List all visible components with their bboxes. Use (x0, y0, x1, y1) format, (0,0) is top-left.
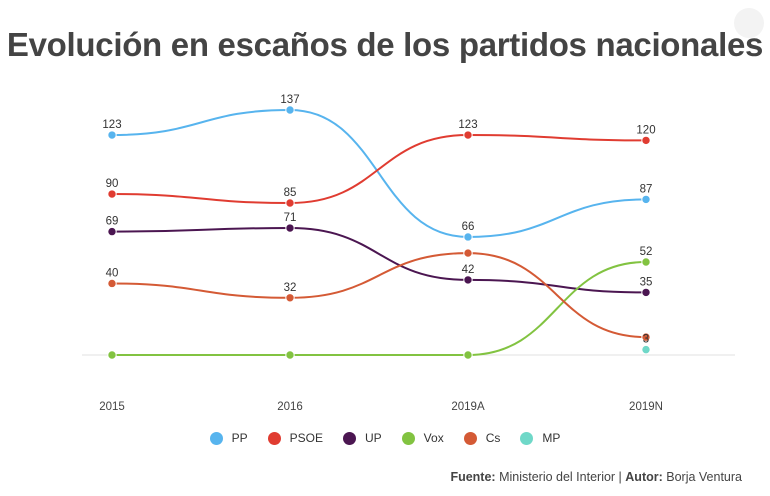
data-label: 35 (640, 276, 653, 288)
x-tick-label: 2015 (99, 401, 125, 413)
data-point-up-2016 (285, 223, 295, 233)
data-point-vox-2019a (463, 350, 473, 360)
data-point-cs-2019a (463, 248, 473, 258)
x-tick-label: 2019A (451, 401, 485, 413)
series-line-cs (111, 252, 647, 339)
data-label: 87 (640, 183, 653, 195)
data-label: 123 (102, 119, 121, 131)
x-tick-label: 2016 (277, 401, 303, 413)
data-point-pp-2016 (285, 105, 295, 115)
data-point-vox-2019n (641, 257, 651, 267)
data-label: 40 (106, 267, 119, 279)
data-label: 137 (280, 94, 299, 106)
legend-swatch (343, 431, 356, 445)
author-text: Borja Ventura (662, 470, 742, 484)
legend-label: MP (542, 431, 561, 445)
series-line-up (111, 227, 647, 294)
data-point-vox-2015 (107, 350, 117, 360)
legend: PP PSOE UP Vox Cs MP (0, 431, 770, 445)
data-point-psoe-2019n (641, 135, 651, 146)
data-label: 42 (462, 264, 475, 276)
legend-label: PP (231, 431, 248, 445)
legend-item-psoe[interactable]: PSOE (267, 431, 323, 445)
data-label: 32 (284, 282, 297, 294)
source-label: Fuente: (450, 470, 496, 484)
source-text: Ministerio del Interior | (495, 470, 626, 484)
data-point-cs-2019n (641, 332, 651, 342)
data-label: 3 (643, 334, 649, 346)
data-label: 69 (106, 216, 119, 228)
series-line-vox (112, 261, 647, 357)
data-point-up-2019a (463, 275, 473, 285)
data-point-vox-2016 (285, 350, 295, 360)
legend-swatch (463, 431, 477, 445)
source-credit: Fuente: Ministerio del Interior | Autor:… (450, 470, 742, 484)
data-label: 52 (640, 246, 653, 258)
data-label: 66 (462, 221, 475, 233)
data-point-cs-2015 (107, 278, 117, 289)
data-point-pp-2015 (107, 130, 117, 140)
legend-item-mp[interactable]: MP (520, 431, 560, 445)
series-line-psoe (111, 134, 647, 204)
legend-swatch (209, 431, 223, 445)
data-point-psoe-2016 (285, 198, 295, 208)
data-point-up-2015 (107, 226, 117, 237)
data-point-up-2019n (641, 287, 651, 298)
data-label: 85 (284, 187, 297, 199)
legend-swatch (520, 431, 534, 445)
data-label: 120 (636, 124, 655, 136)
data-label: 71 (284, 212, 297, 224)
data-point-pp-2019a (463, 232, 473, 242)
data-point-psoe-2019a (463, 130, 473, 140)
legend-swatch (267, 431, 281, 445)
series-line-pp (111, 108, 647, 238)
legend-item-vox[interactable]: Vox (401, 431, 444, 445)
data-label: 90 (106, 178, 119, 190)
author-label: Autor: (625, 470, 663, 484)
legend-label: Vox (423, 431, 444, 445)
legend-swatch (401, 431, 415, 445)
data-point-pp-2019n (641, 194, 651, 205)
legend-label: UP (365, 431, 382, 445)
corner-button[interactable] (734, 8, 764, 38)
data-point-mp-2019n (641, 344, 651, 355)
legend-item-up[interactable]: UP (343, 431, 382, 445)
legend-item-pp[interactable]: PP (209, 431, 248, 445)
legend-label: PSOE (289, 431, 323, 445)
legend-label: Cs (485, 431, 501, 445)
x-tick-label: 2019N (629, 401, 663, 413)
legend-item-cs[interactable]: Cs (463, 431, 501, 445)
data-point-psoe-2015 (107, 189, 117, 199)
data-point-cs-2016 (285, 293, 295, 303)
chart-title: Evolución en escaños de los partidos nac… (6, 26, 764, 63)
data-label: 123 (458, 119, 477, 131)
